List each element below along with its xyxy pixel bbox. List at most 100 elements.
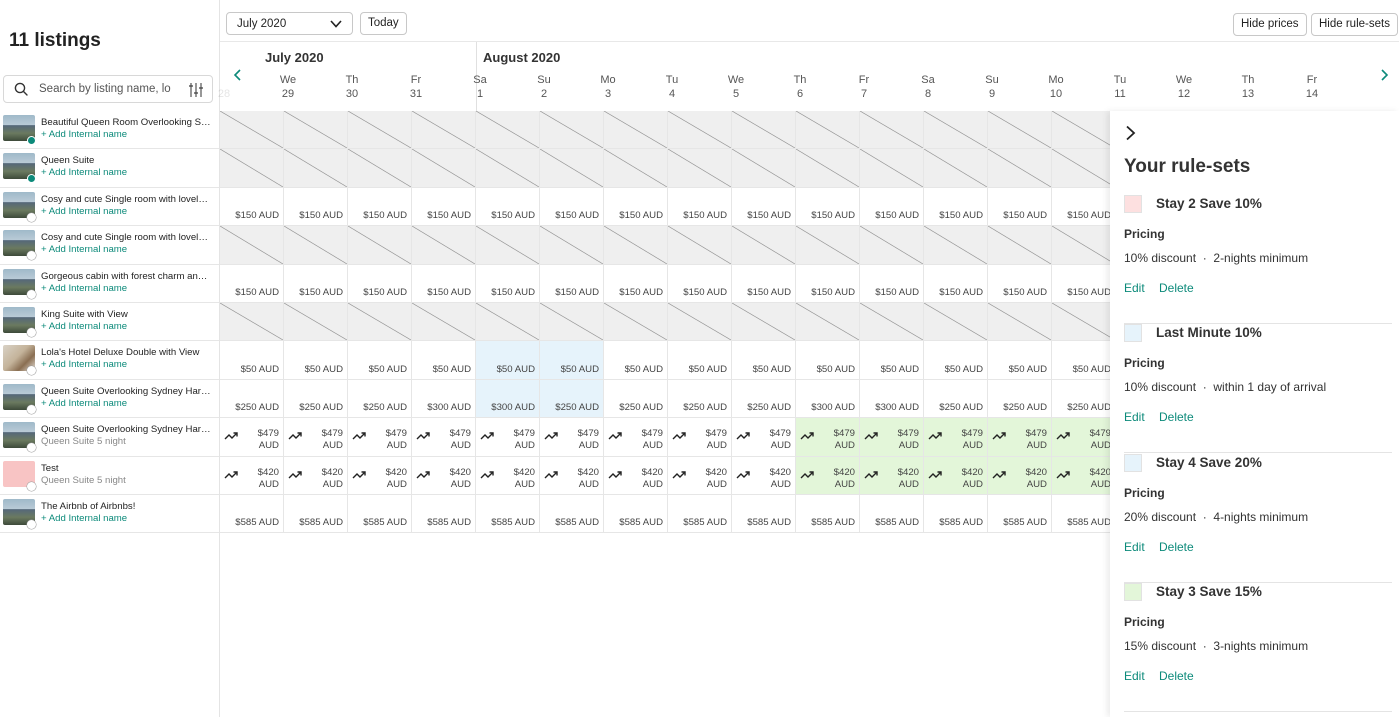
calendar-cell[interactable]: $585 AUD bbox=[540, 495, 604, 534]
calendar-cell[interactable]: $479 AUD bbox=[732, 418, 796, 457]
calendar-cell[interactable]: $50 AUD bbox=[284, 341, 348, 380]
calendar-cell[interactable]: $585 AUD bbox=[668, 495, 732, 534]
calendar-cell[interactable]: $150 AUD bbox=[924, 187, 988, 227]
calendar-cell[interactable]: $150 AUD bbox=[412, 264, 476, 303]
blocked-cell[interactable] bbox=[476, 149, 540, 188]
calendar-cell[interactable]: $150 AUD bbox=[348, 187, 412, 227]
listing-row[interactable]: Queen Suite Overlooking Sydney Harbour Qu… bbox=[0, 418, 219, 457]
blocked-cell[interactable] bbox=[604, 111, 668, 150]
add-internal-name-link[interactable]: + Add Internal name bbox=[41, 320, 128, 332]
ruleset-delete-link[interactable]: Delete bbox=[1159, 539, 1194, 554]
blocked-cell[interactable] bbox=[668, 111, 732, 150]
listing-name[interactable]: Gorgeous cabin with forest charm and vie… bbox=[41, 270, 211, 282]
blocked-cell[interactable] bbox=[284, 303, 348, 342]
blocked-cell[interactable] bbox=[476, 303, 540, 342]
blocked-cell[interactable] bbox=[220, 303, 284, 342]
add-internal-name-link[interactable]: + Add Internal name bbox=[41, 167, 128, 179]
listing-name[interactable]: Queen Suite Overlooking Sydney Harbour bbox=[41, 385, 211, 397]
calendar-cell[interactable]: $150 AUD bbox=[668, 264, 732, 303]
blocked-cell[interactable] bbox=[860, 111, 924, 150]
calendar-cell[interactable]: $585 AUD bbox=[476, 495, 540, 534]
calendar-cell[interactable]: $150 AUD bbox=[284, 187, 348, 227]
calendar-cell[interactable]: $150 AUD bbox=[860, 187, 924, 227]
today-button[interactable]: Today bbox=[360, 12, 407, 35]
listing-name[interactable]: Queen Suite Overlooking Sydney Harbour bbox=[41, 424, 211, 436]
search-input[interactable] bbox=[39, 79, 179, 99]
calendar-cell[interactable]: $479 AUD bbox=[668, 418, 732, 457]
calendar-cell[interactable]: $585 AUD bbox=[412, 495, 476, 534]
hide-prices-button[interactable]: Hide prices bbox=[1233, 13, 1307, 36]
listing-name[interactable]: King Suite with View bbox=[41, 308, 128, 320]
blocked-cell[interactable] bbox=[924, 111, 988, 150]
blocked-cell[interactable] bbox=[348, 303, 412, 342]
calendar-cell[interactable]: $479 AUD bbox=[604, 418, 668, 457]
calendar-cell[interactable]: $50 AUD bbox=[668, 341, 732, 380]
calendar-cell[interactable]: $479 AUD bbox=[348, 418, 412, 457]
calendar-cell[interactable]: $50 AUD bbox=[476, 341, 540, 380]
blocked-cell[interactable] bbox=[1052, 149, 1110, 188]
calendar-cell[interactable]: $479 AUD bbox=[284, 418, 348, 457]
calendar-cell[interactable]: $150 AUD bbox=[476, 187, 540, 227]
calendar-cell[interactable]: $50 AUD bbox=[732, 341, 796, 380]
calendar-cell[interactable]: $150 AUD bbox=[348, 264, 412, 303]
blocked-cell[interactable] bbox=[540, 303, 604, 342]
hide-rulesets-button[interactable]: Hide rule-sets bbox=[1311, 13, 1398, 36]
calendar-cell[interactable]: $420 AUD bbox=[284, 456, 348, 495]
blocked-cell[interactable] bbox=[348, 149, 412, 188]
calendar-cell[interactable]: $420 AUD bbox=[476, 456, 540, 495]
calendar-cell[interactable]: $420 AUD bbox=[988, 456, 1052, 495]
calendar-cell[interactable]: $479 AUD bbox=[476, 418, 540, 457]
calendar-cell[interactable]: $420 AUD bbox=[668, 456, 732, 495]
calendar-cell[interactable]: $250 AUD bbox=[668, 379, 732, 419]
listing-row[interactable]: Cosy and cute Single room with lovely vi… bbox=[0, 226, 219, 265]
calendar-cell[interactable]: $420 AUD bbox=[220, 456, 284, 495]
blocked-cell[interactable] bbox=[540, 226, 604, 265]
calendar-cell[interactable]: $250 AUD bbox=[1052, 380, 1110, 419]
listing-row[interactable]: The Airbnb of Airbnbs! + Add Internal nam… bbox=[0, 495, 219, 534]
calendar-cell[interactable]: $479 AUD bbox=[924, 418, 988, 457]
ruleset-edit-link[interactable]: Edit bbox=[1124, 410, 1145, 425]
calendar-cell[interactable]: $50 AUD bbox=[860, 341, 924, 380]
add-internal-name-link[interactable]: + Add Internal name bbox=[41, 244, 128, 256]
calendar-cell[interactable]: $150 AUD bbox=[412, 187, 476, 227]
calendar-cell[interactable]: $479 AUD bbox=[860, 418, 924, 457]
blocked-cell[interactable] bbox=[796, 111, 860, 150]
calendar-cell[interactable]: $420 AUD bbox=[348, 456, 412, 495]
filter-icon[interactable] bbox=[188, 82, 204, 98]
calendar-cell[interactable]: $150 AUD bbox=[540, 187, 604, 227]
ruleset-edit-link[interactable]: Edit bbox=[1124, 281, 1145, 295]
calendar-cell[interactable]: $50 AUD bbox=[924, 341, 988, 380]
calendar-cell[interactable]: $150 AUD bbox=[860, 264, 924, 303]
blocked-cell[interactable] bbox=[284, 111, 348, 150]
blocked-cell[interactable] bbox=[220, 111, 284, 150]
blocked-cell[interactable] bbox=[412, 226, 476, 265]
listing-row[interactable]: Cosy and cute Single room with lovely vi… bbox=[0, 188, 219, 227]
calendar-cell[interactable]: $300 AUD bbox=[796, 379, 860, 419]
blocked-cell[interactable] bbox=[1052, 111, 1110, 150]
calendar-cell[interactable]: $150 AUD bbox=[220, 264, 284, 303]
blocked-cell[interactable] bbox=[924, 226, 988, 265]
blocked-cell[interactable] bbox=[732, 226, 796, 265]
add-internal-name-link[interactable]: + Add Internal name bbox=[41, 512, 128, 524]
add-internal-name-link[interactable]: + Add Internal name bbox=[41, 205, 128, 217]
blocked-cell[interactable] bbox=[348, 226, 412, 265]
calendar-cell[interactable]: $250 AUD bbox=[924, 379, 988, 419]
calendar-cell[interactable]: $479 AUD bbox=[796, 418, 860, 457]
calendar-cell[interactable]: $585 AUD bbox=[796, 495, 860, 534]
blocked-cell[interactable] bbox=[988, 111, 1052, 150]
blocked-cell[interactable] bbox=[604, 149, 668, 188]
blocked-cell[interactable] bbox=[412, 303, 476, 342]
calendar-cell[interactable]: $420 AUD bbox=[732, 456, 796, 495]
add-internal-name-link[interactable]: + Add Internal name bbox=[41, 282, 128, 294]
calendar-cell[interactable]: $250 AUD bbox=[540, 379, 604, 419]
calendar-cell[interactable]: $150 AUD bbox=[732, 187, 796, 227]
calendar-cell[interactable]: $300 AUD bbox=[412, 379, 476, 419]
calendar-cell[interactable]: $50 AUD bbox=[604, 341, 668, 380]
ruleset-delete-link[interactable]: Delete bbox=[1159, 281, 1194, 295]
blocked-cell[interactable] bbox=[604, 303, 668, 342]
calendar-cell[interactable]: $150 AUD bbox=[1052, 188, 1110, 227]
listing-row[interactable]: Queen Suite + Add Internal name bbox=[0, 149, 219, 188]
calendar-cell[interactable]: $50 AUD bbox=[796, 341, 860, 380]
ruleset-edit-link[interactable]: Edit bbox=[1124, 539, 1145, 554]
chevron-right-icon[interactable] bbox=[1124, 125, 1138, 141]
